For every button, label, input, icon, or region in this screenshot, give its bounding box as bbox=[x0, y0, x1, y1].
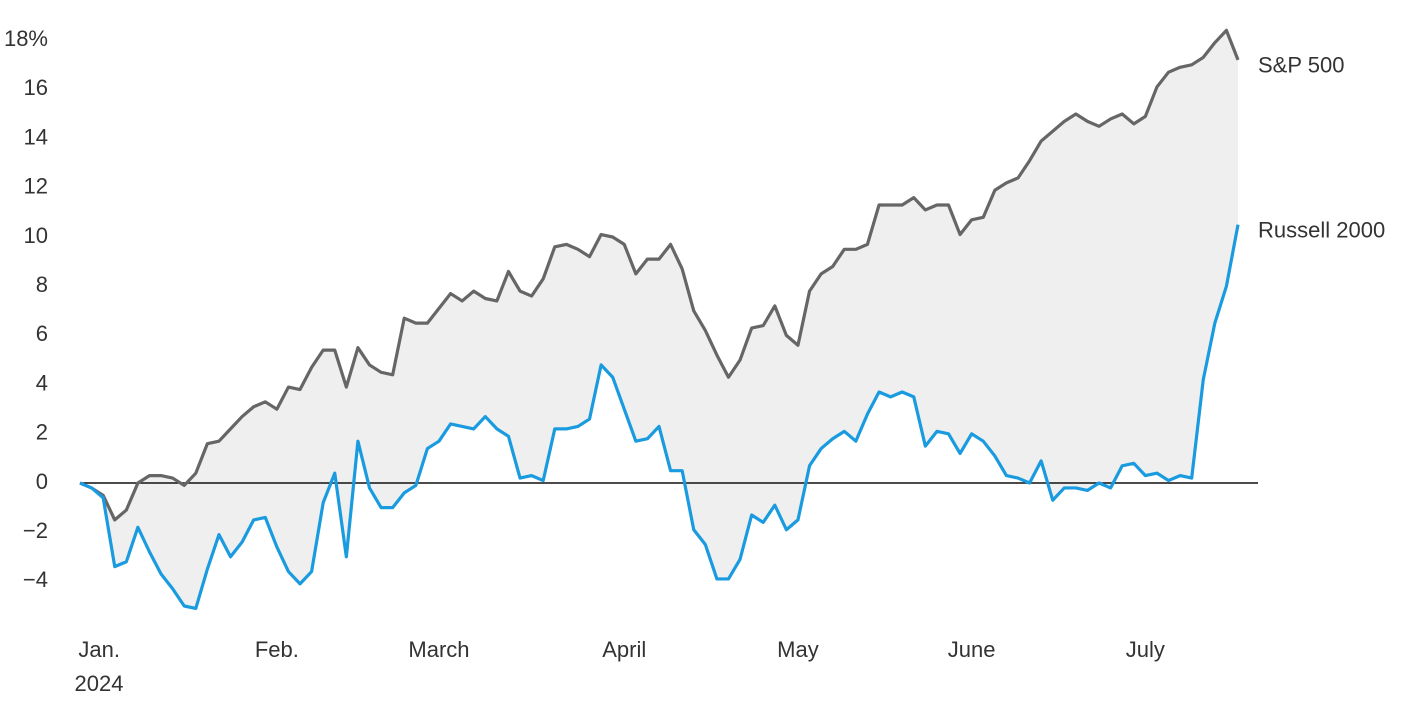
line-layer bbox=[79, 28, 1240, 611]
x-tick-label: March bbox=[408, 637, 469, 662]
x-tick-label: July bbox=[1126, 637, 1165, 662]
y-tick-label: 16 bbox=[24, 75, 48, 100]
spread-area bbox=[80, 30, 1238, 609]
x-tick-label: April bbox=[602, 637, 646, 662]
y-tick-label: 10 bbox=[24, 223, 48, 248]
y-tick-label: 8 bbox=[36, 272, 48, 297]
series-line bbox=[79, 28, 1240, 522]
x-tick-label: Jan. bbox=[78, 637, 120, 662]
x-tick-label: June bbox=[948, 637, 996, 662]
y-tick-label: −4 bbox=[23, 567, 48, 592]
y-tick-label: 0 bbox=[36, 469, 48, 494]
series-label: S&P 500 bbox=[1258, 53, 1344, 78]
area-layer bbox=[80, 30, 1258, 609]
x-tick-label: Feb. bbox=[255, 637, 299, 662]
x-year-label: 2024 bbox=[75, 671, 124, 696]
y-tick-label: 2 bbox=[36, 420, 48, 445]
y-tick-label: 6 bbox=[36, 321, 48, 346]
series-label: Russell 2000 bbox=[1258, 218, 1385, 243]
y-tick-label: 18% bbox=[4, 26, 48, 51]
y-tick-label: 12 bbox=[24, 174, 48, 199]
y-tick-label: 4 bbox=[36, 370, 48, 395]
y-tick-label: −2 bbox=[23, 518, 48, 543]
series-line bbox=[79, 224, 1240, 611]
x-tick-label: May bbox=[777, 637, 819, 662]
y-tick-label: 14 bbox=[24, 124, 48, 149]
